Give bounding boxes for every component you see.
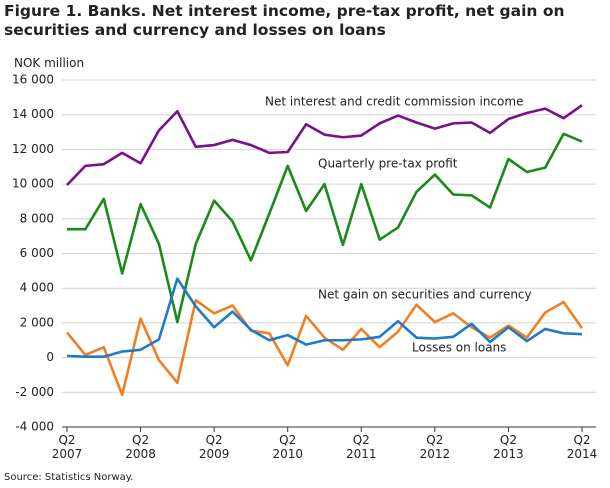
x-tick-label: Q2 2013	[493, 433, 524, 461]
series-label: Net gain on securities and currency	[318, 288, 532, 302]
x-tick-label: Q2 2011	[346, 433, 377, 461]
y-tick-label: -2 000	[15, 385, 54, 399]
series-label: Quarterly pre-tax profit	[318, 157, 458, 171]
series-label: Losses on loans	[412, 341, 506, 355]
y-tick-label: 12 000	[12, 142, 54, 156]
y-tick-label: 0	[46, 350, 54, 364]
series-line	[66, 277, 583, 359]
x-tick-label: Q2 2010	[272, 433, 303, 461]
y-tick-label: 6 000	[20, 246, 54, 260]
x-tick-label: Q2 2009	[199, 433, 230, 461]
x-tick-label: Q2 2014	[567, 433, 598, 461]
x-tick-label: Q2 2007	[52, 433, 83, 461]
y-tick-label: 2 000	[20, 315, 54, 329]
chart: -4 000 -2 000 0 2 000 4 000 6 000 8 000 10 000 1…	[12, 73, 598, 461]
series-line	[67, 132, 583, 324]
y-tick-label: 4 000	[20, 281, 54, 295]
y-tick-label: 16 000	[12, 73, 54, 87]
y-tick-label: 10 000	[12, 177, 54, 191]
series-line	[66, 104, 583, 186]
x-tick-label: Q2 2012	[420, 433, 451, 461]
y-axis-label: NOK million	[14, 56, 85, 70]
series-line	[65, 299, 584, 397]
source: Source: Statistics Norway.	[4, 472, 134, 483]
y-tick-label: 8 000	[20, 211, 54, 225]
x-tick-label: Q2 2008	[125, 433, 156, 461]
chart-title: Figure 1. Banks. Net interest income, pr…	[4, 2, 565, 39]
y-tick-label: -4 000	[15, 420, 54, 434]
series-label: Net interest and credit commission incom…	[265, 95, 523, 109]
y-tick-label: 14 000	[12, 107, 54, 121]
